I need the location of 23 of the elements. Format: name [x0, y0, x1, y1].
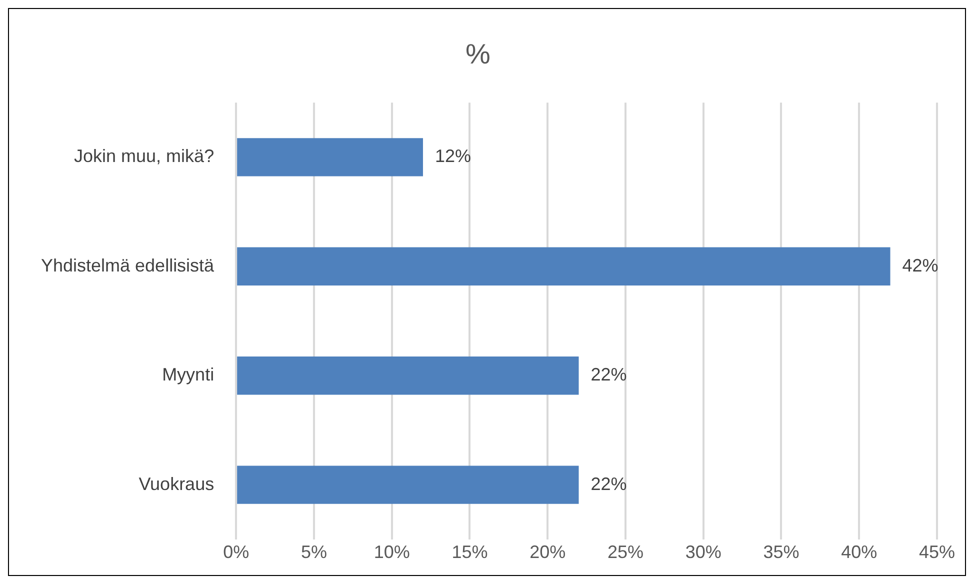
data-label: 22%: [590, 364, 627, 385]
x-tick-label: 10%: [374, 542, 410, 562]
y-tick-label: Yhdistelmä edellisistä: [40, 255, 216, 276]
chart-title: %: [466, 38, 490, 70]
bar: [237, 466, 579, 504]
data-label: 42%: [902, 255, 938, 276]
x-tick-label: 45%: [918, 542, 956, 562]
y-tick-label: Vuokraus: [138, 474, 214, 494]
data-label: 12%: [434, 146, 472, 166]
data-label: 22%: [590, 474, 627, 494]
y-tick-label: Jokin muu, mikä?: [74, 146, 214, 166]
x-tick-label: 25%: [607, 542, 644, 562]
bar: [237, 247, 890, 286]
y-tick-label: Myynti: [162, 364, 214, 385]
x-tick-label: 5%: [300, 542, 327, 562]
bar: [237, 356, 579, 395]
x-tick-label: 40%: [841, 542, 878, 562]
x-tick-label: 0%: [223, 542, 250, 562]
x-tick-label: 15%: [452, 542, 488, 562]
x-tick-label: 35%: [763, 542, 800, 562]
x-tick-label: 30%: [685, 542, 722, 562]
bar: [237, 138, 423, 176]
x-tick-label: 20%: [530, 542, 566, 562]
